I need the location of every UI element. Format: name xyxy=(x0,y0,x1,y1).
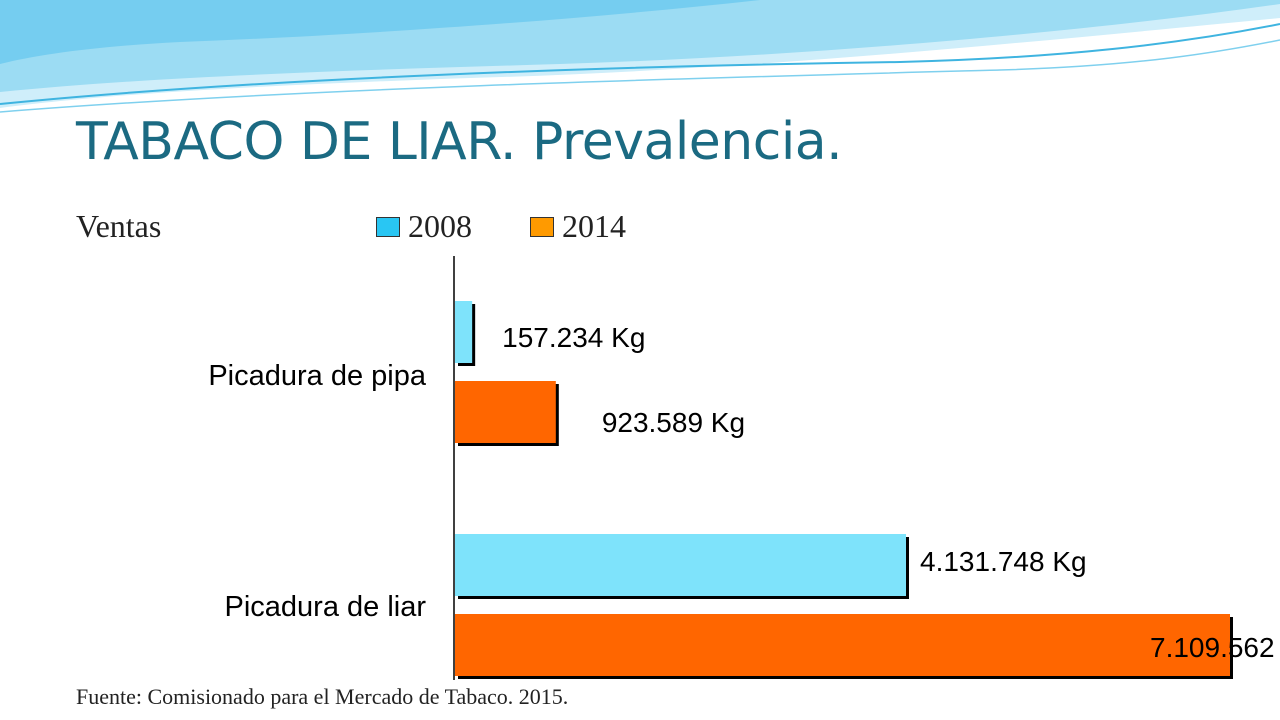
category-label: Picadura de liar xyxy=(225,591,427,623)
legend-label-2008: 2008 xyxy=(408,208,472,244)
legend-item-2008: 2008 xyxy=(376,208,472,245)
legend-label-2014: 2014 xyxy=(562,208,626,244)
legend-item-2014: 2014 xyxy=(530,208,626,245)
chart-legend: 2008 2014 xyxy=(376,208,684,245)
legend-swatch-2008 xyxy=(376,216,400,237)
bar-value-label: 157.234 Kg xyxy=(502,322,645,353)
source-note: Fuente: Comisionado para el Mercado de T… xyxy=(76,684,569,709)
category-label: Picadura de pipa xyxy=(208,360,427,392)
bar-2014 xyxy=(455,381,556,443)
bar-2014 xyxy=(455,614,1230,676)
legend-swatch-2014 xyxy=(530,216,554,237)
slide-title: TABACO DE LIAR. Prevalencia. xyxy=(76,112,843,172)
bar-2008 xyxy=(455,534,907,596)
bar-2008 xyxy=(455,301,473,363)
chart-subtitle: Ventas xyxy=(76,208,162,244)
bar-value-label: 7.109.562 Kg xyxy=(1150,632,1280,663)
bar-value-label: 4.131.748 Kg xyxy=(920,546,1087,577)
header-wave-decoration xyxy=(0,0,1280,113)
bar-value-label: 923.589 Kg xyxy=(602,407,745,438)
